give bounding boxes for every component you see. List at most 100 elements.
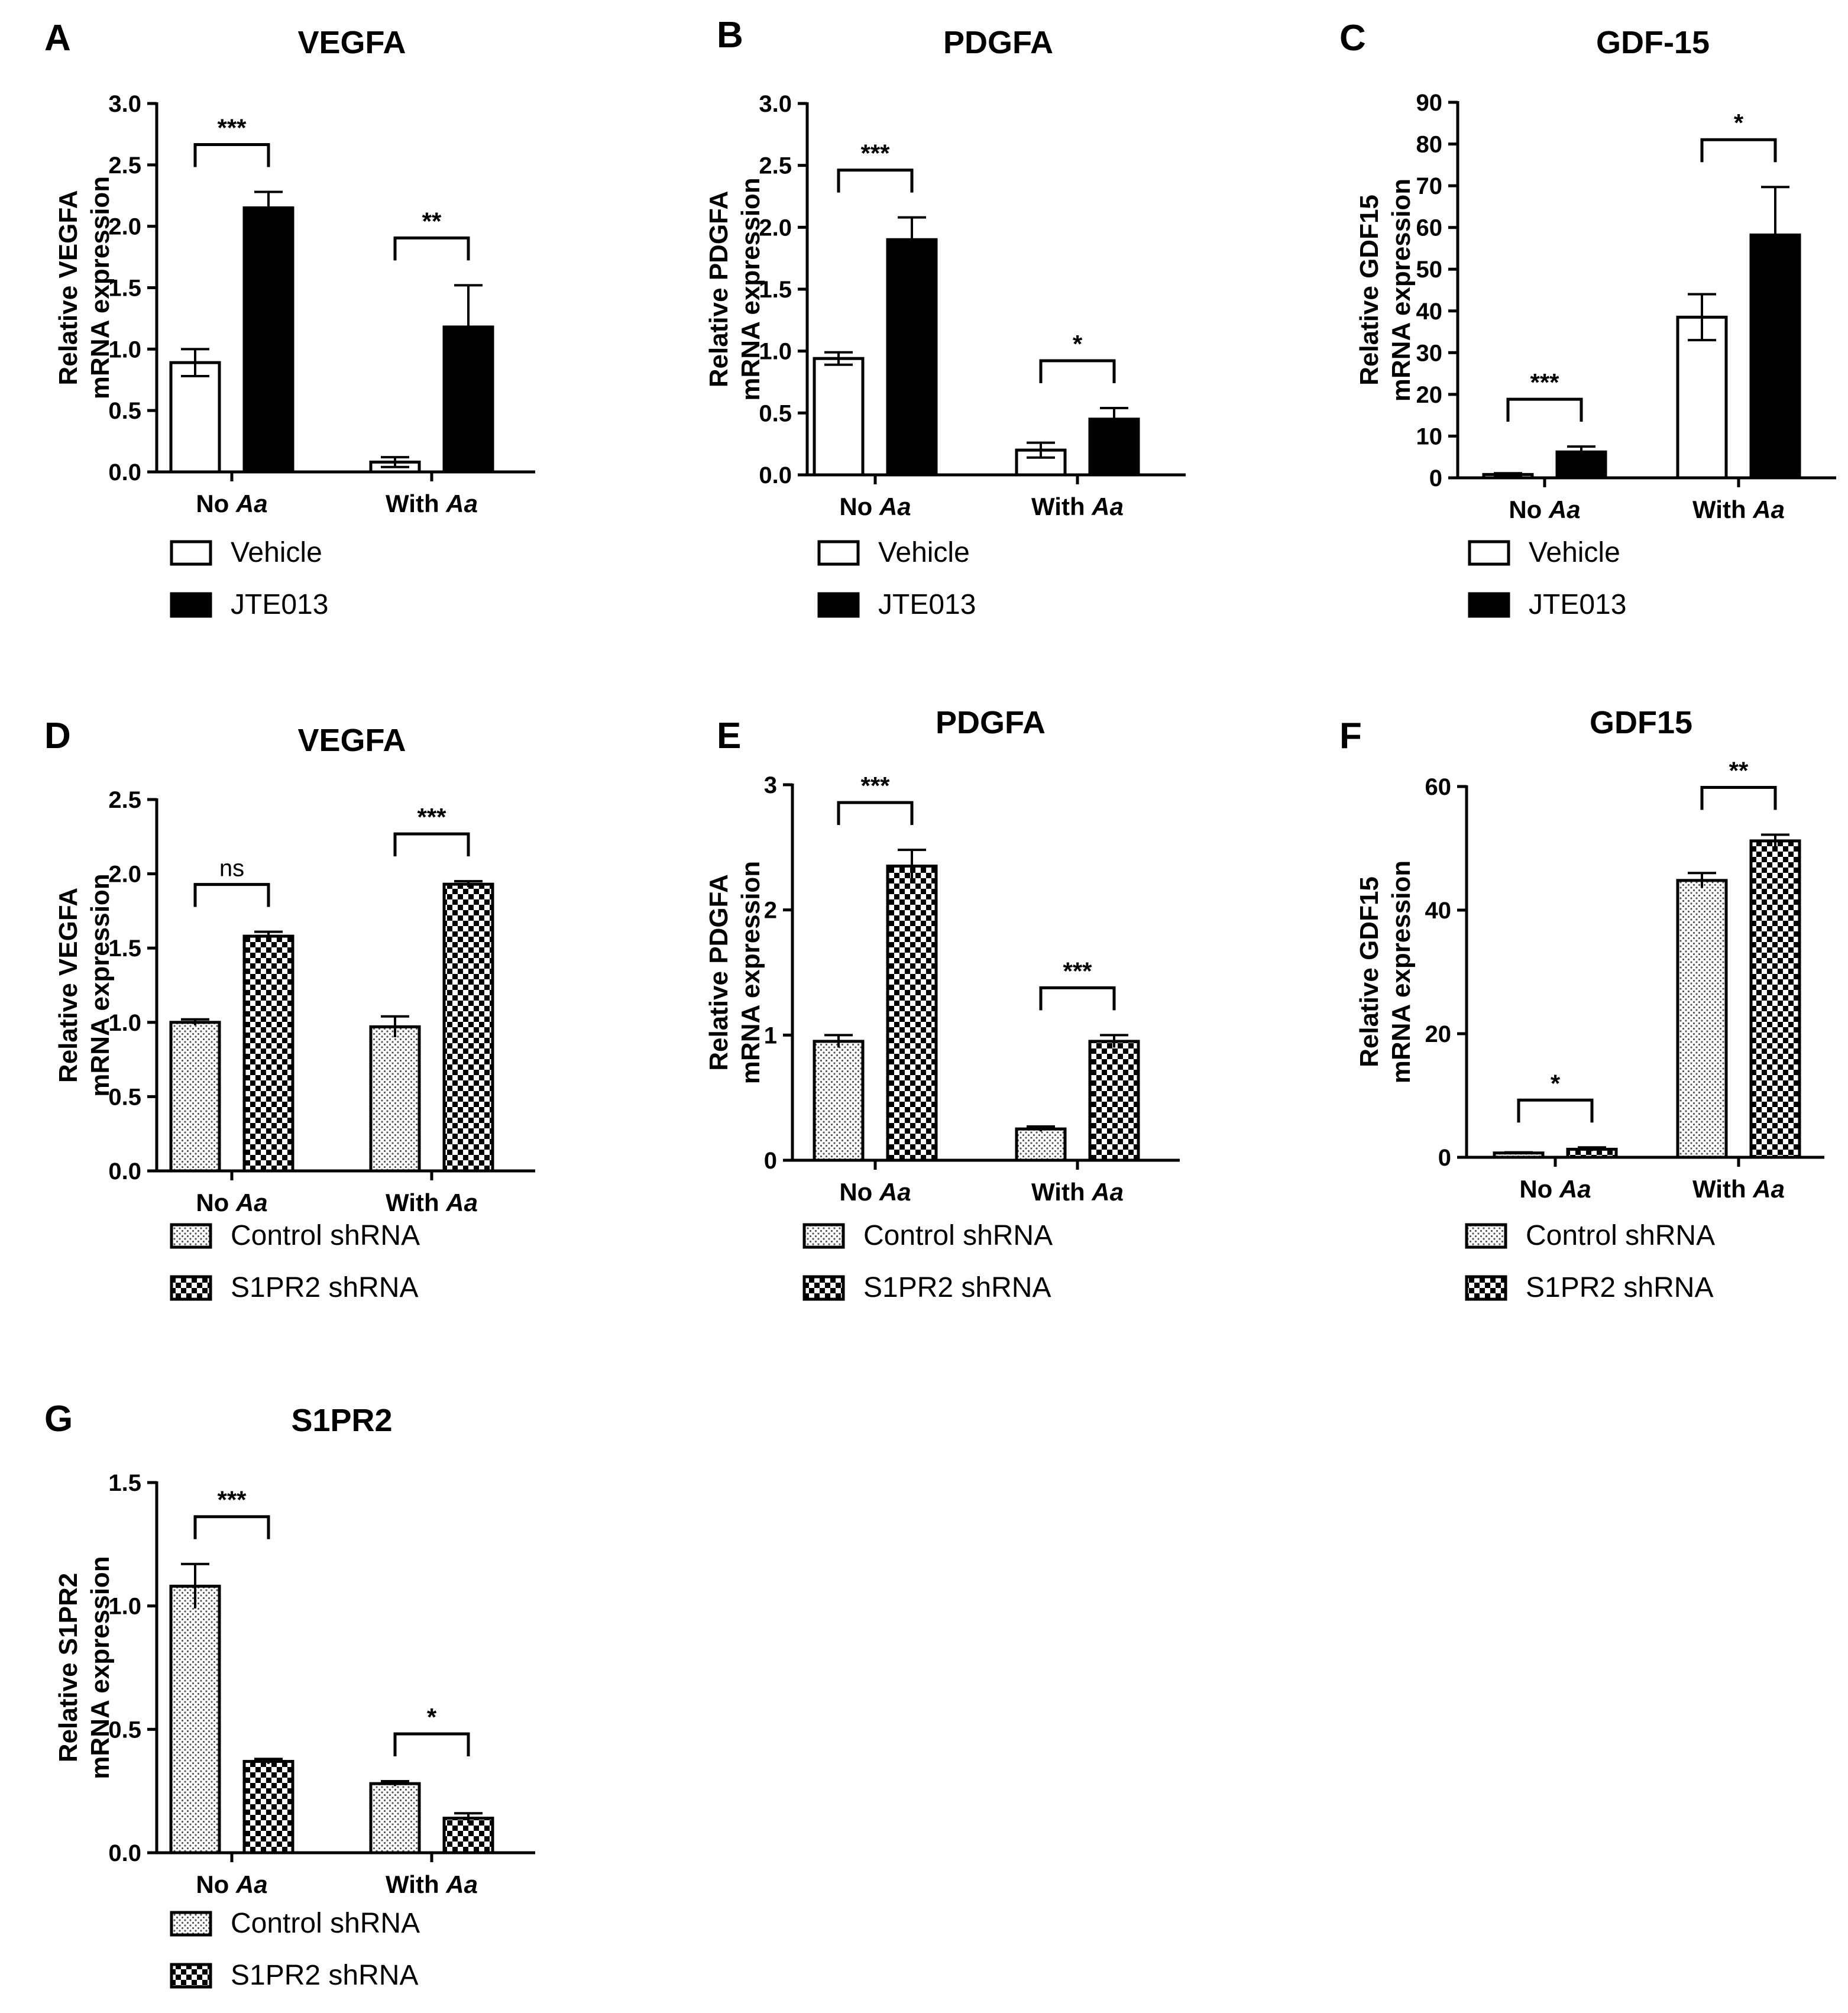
y-tick-label: 0.0 bbox=[108, 1158, 141, 1185]
y-tick-label: 1.5 bbox=[759, 277, 792, 303]
chart-title: PDGFA bbox=[943, 25, 1053, 60]
y-tick-label: 1.0 bbox=[108, 336, 141, 363]
significance-label: *** bbox=[217, 1486, 247, 1514]
significance-label: *** bbox=[1530, 368, 1559, 396]
category-label: No Aa bbox=[1509, 496, 1580, 523]
legend-swatch bbox=[170, 1911, 212, 1937]
bar-control-shrna bbox=[169, 1021, 221, 1173]
y-tick-label: 1.5 bbox=[108, 936, 141, 962]
y-tick-label: 2.0 bbox=[108, 214, 141, 240]
y-tick-label: 60 bbox=[1416, 215, 1443, 241]
bar-control-shrna bbox=[1015, 1127, 1067, 1162]
y-tick-label: 1.5 bbox=[108, 276, 141, 302]
y-tick-label: 0.0 bbox=[108, 1840, 141, 1866]
y-tick-label: 0 bbox=[1438, 1145, 1451, 1171]
legend-swatch bbox=[170, 540, 212, 566]
y-tick-label: 2.0 bbox=[108, 862, 141, 888]
y-tick-label: 1 bbox=[764, 1022, 777, 1048]
y-tick-label: 20 bbox=[1425, 1021, 1452, 1047]
y-tick-label: 40 bbox=[1425, 898, 1452, 924]
legend-label: Vehicle bbox=[1529, 537, 1620, 568]
legend-label: Control shRNA bbox=[231, 1908, 420, 1939]
y-tick-label: 1.0 bbox=[108, 1010, 141, 1036]
significance-label: ns bbox=[219, 856, 244, 882]
significance-label: * bbox=[1734, 109, 1744, 137]
y-axis-label: Relative GDF15 mRNA expression bbox=[1355, 179, 1416, 402]
panel-letter: B bbox=[717, 15, 743, 56]
y-tick-label: 0.5 bbox=[108, 1084, 141, 1110]
significance-label: *** bbox=[1063, 957, 1092, 985]
legend-label: Control shRNA bbox=[1526, 1220, 1715, 1251]
panel-letter: G bbox=[44, 1399, 73, 1439]
significance-bracket bbox=[393, 832, 470, 857]
legend-swatch bbox=[170, 592, 212, 618]
significance-label: *** bbox=[860, 772, 890, 800]
panel-letter: A bbox=[44, 18, 71, 59]
legend-label: S1PR2 shRNA bbox=[231, 1960, 418, 1991]
bar-s1pr2-shrna bbox=[886, 865, 938, 1162]
bar-s1pr2-shrna bbox=[242, 1760, 294, 1855]
legend-swatch bbox=[170, 1223, 212, 1249]
legend-swatch bbox=[1465, 1223, 1507, 1249]
legend-label: S1PR2 shRNA bbox=[863, 1272, 1051, 1303]
y-tick-label: 50 bbox=[1416, 257, 1443, 283]
y-tick-label: 70 bbox=[1416, 173, 1443, 199]
y-tick-label: 10 bbox=[1416, 423, 1443, 449]
bar-vehicle bbox=[1676, 315, 1728, 480]
y-tick-label: 3.0 bbox=[759, 91, 792, 117]
significance-label: * bbox=[1073, 330, 1083, 358]
panel-letter: C bbox=[1339, 18, 1366, 59]
y-tick-label: 0.5 bbox=[108, 1717, 141, 1743]
legend-swatch bbox=[802, 1275, 845, 1301]
y-tick-label: 1.0 bbox=[759, 339, 792, 365]
y-tick-label: 1.0 bbox=[108, 1594, 141, 1620]
legend-swatch bbox=[170, 1963, 212, 1989]
category-label: No Aa bbox=[196, 1189, 267, 1216]
y-axis-label: Relative PDGFA mRNA expression bbox=[704, 177, 765, 400]
category-label: No Aa bbox=[839, 493, 911, 520]
bar-jte013 bbox=[242, 206, 294, 474]
legend-swatch bbox=[1465, 1275, 1507, 1301]
legend-label: JTE013 bbox=[878, 589, 976, 620]
y-tick-label: 40 bbox=[1416, 299, 1443, 325]
significance-bracket bbox=[193, 883, 270, 907]
panel-letter: F bbox=[1339, 716, 1362, 756]
y-tick-label: 90 bbox=[1416, 90, 1443, 116]
y-tick-label: 30 bbox=[1416, 340, 1443, 366]
y-axis-label: Relative S1PR2 mRNA expression bbox=[54, 1556, 115, 1779]
category-label: With Aa bbox=[1692, 496, 1785, 523]
y-tick-label: 3.0 bbox=[108, 91, 141, 117]
chart-panel-a: A VEGFA 0.0 0.5 1.0 1.5 2.0 2.5 3.0 Relative VEGF… bbox=[44, 18, 535, 620]
category-label: With Aa bbox=[386, 1189, 478, 1216]
bar-s1pr2-shrna bbox=[442, 882, 494, 1173]
significance-bracket bbox=[1517, 1098, 1594, 1123]
legend-swatch bbox=[1468, 592, 1510, 618]
y-tick-label: 0.0 bbox=[108, 459, 141, 486]
y-tick-label: 2.5 bbox=[108, 787, 141, 813]
chart-title: PDGFA bbox=[936, 705, 1046, 740]
significance-bracket bbox=[1700, 138, 1777, 163]
legend-swatch bbox=[802, 1223, 845, 1249]
chart-title: S1PR2 bbox=[291, 1403, 392, 1438]
chart-panel-d: D VEGFA 0.0 0.5 1.0 1.5 2.0 2.5 Relative VEGFA mR… bbox=[44, 716, 535, 1303]
category-label: With Aa bbox=[386, 490, 478, 517]
significance-label: ** bbox=[1729, 757, 1749, 785]
y-axis-label: Relative GDF15 mRNA expression bbox=[1355, 860, 1416, 1083]
y-tick-label: 0.0 bbox=[759, 462, 792, 488]
panel-letter: E bbox=[717, 716, 741, 756]
y-axis-label: Relative VEGFA mRNA expression bbox=[54, 873, 115, 1096]
y-axis-label: Relative PDGFA mRNA expression bbox=[704, 861, 765, 1084]
category-label: No Aa bbox=[1519, 1175, 1591, 1203]
bar-s1pr2-shrna bbox=[442, 1817, 494, 1855]
bar-control-shrna bbox=[369, 1782, 421, 1855]
legend-swatch bbox=[817, 592, 860, 618]
y-tick-label: 2.0 bbox=[759, 215, 792, 241]
bar-control-shrna bbox=[369, 1025, 421, 1173]
category-label: No Aa bbox=[196, 1870, 267, 1898]
legend-swatch bbox=[1468, 540, 1510, 566]
bar-control-shrna bbox=[169, 1584, 221, 1855]
bar-control-shrna bbox=[813, 1040, 865, 1162]
significance-bracket bbox=[1700, 786, 1777, 810]
legend-label: Vehicle bbox=[878, 537, 970, 568]
y-tick-label: 2 bbox=[764, 898, 777, 924]
